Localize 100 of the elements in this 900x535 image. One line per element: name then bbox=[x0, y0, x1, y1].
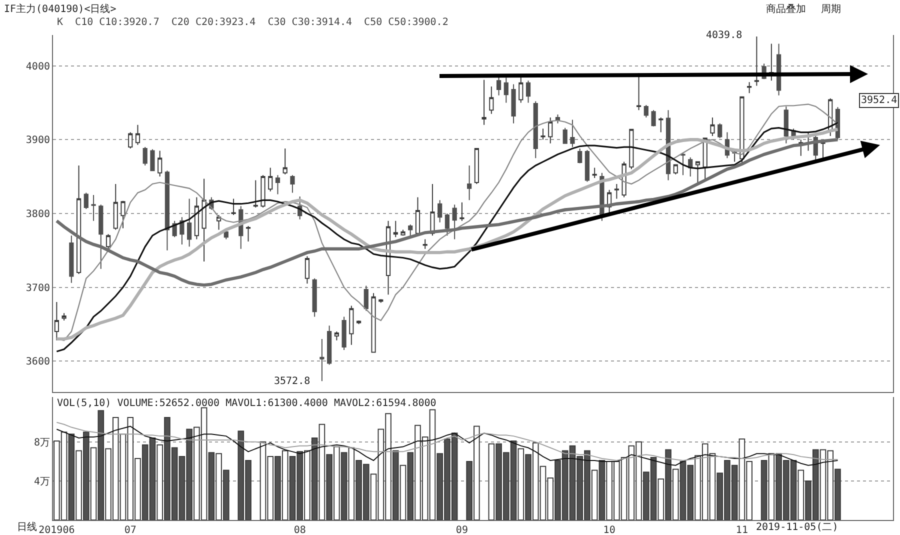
candlestick bbox=[540, 128, 546, 140]
y-tick-label: 8万 bbox=[34, 437, 50, 448]
candlestick bbox=[84, 192, 88, 210]
candlestick bbox=[430, 183, 435, 236]
candlestick bbox=[533, 100, 538, 159]
candlestick bbox=[69, 235, 74, 284]
y-tick-label: 3800 bbox=[26, 208, 50, 220]
y-tick-label: 4万 bbox=[34, 476, 50, 488]
candlestick bbox=[408, 224, 413, 236]
candlestick bbox=[158, 150, 162, 178]
candlestick bbox=[187, 198, 192, 248]
annotation: 3572.8 bbox=[274, 376, 310, 387]
candlestick bbox=[482, 79, 486, 126]
candlestick bbox=[570, 119, 575, 148]
candlestick bbox=[614, 183, 619, 200]
candlestick bbox=[798, 139, 804, 156]
candlestick bbox=[422, 238, 428, 250]
candlestick bbox=[356, 320, 362, 325]
candlestick bbox=[202, 178, 206, 262]
text: 商品叠加 bbox=[766, 3, 806, 15]
candlestick bbox=[548, 117, 553, 144]
candlestick bbox=[128, 132, 133, 150]
candlestick bbox=[629, 128, 634, 170]
candlestick bbox=[644, 104, 648, 118]
candlestick bbox=[260, 174, 266, 208]
candlestick bbox=[378, 298, 384, 304]
candlestick bbox=[651, 110, 656, 127]
x-tick-label: 201906 bbox=[38, 525, 75, 535]
candlestick bbox=[444, 212, 450, 236]
candlestick bbox=[474, 148, 479, 184]
annotation: 3952.4 bbox=[861, 95, 898, 106]
candlestick bbox=[334, 331, 339, 341]
candlestick bbox=[231, 198, 236, 216]
y-tick-label: 3700 bbox=[26, 282, 50, 294]
candlestick bbox=[290, 174, 295, 194]
x-tick-label: 08 bbox=[294, 525, 306, 535]
candlestick bbox=[282, 148, 288, 175]
candlestick bbox=[135, 124, 140, 146]
candlestick bbox=[578, 148, 582, 164]
candlestick bbox=[275, 174, 280, 195]
candlestick bbox=[54, 302, 59, 341]
candlestick bbox=[710, 117, 715, 136]
x-tick-label: 10 bbox=[603, 525, 616, 535]
candlestick bbox=[364, 285, 368, 312]
candlestick bbox=[327, 325, 332, 366]
candlestick bbox=[718, 122, 722, 139]
candlestick bbox=[304, 256, 310, 284]
candlestick bbox=[253, 180, 258, 208]
candlestick bbox=[511, 84, 516, 124]
candlestick bbox=[120, 200, 126, 229]
text: 日线 bbox=[17, 521, 37, 533]
candlestick bbox=[489, 86, 494, 114]
candlestick bbox=[460, 202, 464, 222]
candlestick bbox=[312, 278, 317, 318]
candlestick bbox=[754, 36, 759, 86]
chart-subtitle: K C10 C10:3920.7 C20 C20:3923.4 C30 C30:3914.4 C50 C50:3900.2 bbox=[57, 17, 448, 28]
candlestick bbox=[695, 161, 700, 184]
chart-title: VOL(5,10) VOLUME:52652.0000 MAVOL1:61300.4000 MAVOL2:61594.8000 bbox=[57, 398, 436, 409]
candlestick bbox=[393, 220, 398, 238]
candlestick bbox=[769, 43, 774, 82]
candlestick bbox=[371, 292, 376, 353]
candlestick bbox=[467, 164, 472, 201]
candlestick bbox=[452, 204, 457, 240]
candlestick bbox=[62, 312, 66, 321]
candlestick bbox=[268, 167, 273, 192]
candlestick bbox=[504, 77, 508, 104]
annotation: 4039.8 bbox=[706, 30, 742, 41]
candlestick bbox=[526, 80, 531, 104]
candlestick bbox=[320, 338, 324, 382]
candlestick bbox=[194, 196, 199, 240]
candlestick bbox=[673, 164, 678, 175]
candlestick bbox=[106, 234, 111, 250]
candlestick bbox=[747, 82, 752, 94]
candlestick bbox=[246, 226, 251, 242]
candlestick bbox=[784, 106, 788, 144]
candlestick bbox=[142, 146, 148, 166]
x-tick-label: 07 bbox=[124, 525, 136, 535]
candlestick bbox=[518, 76, 524, 104]
candlestick bbox=[740, 96, 744, 166]
candlestick bbox=[113, 183, 118, 230]
candlestick bbox=[658, 117, 664, 133]
candlestick bbox=[415, 196, 420, 236]
y-tick-label: 4000 bbox=[26, 61, 50, 72]
x-tick-label: 11 bbox=[736, 525, 748, 535]
candlestick bbox=[216, 214, 222, 230]
candlestick bbox=[76, 164, 82, 274]
candlestick bbox=[820, 140, 826, 159]
text: 周期 bbox=[821, 3, 841, 15]
candlestick bbox=[584, 149, 590, 182]
candlestick bbox=[98, 204, 104, 270]
line-series bbox=[56, 426, 838, 466]
y-tick-label: 3900 bbox=[26, 135, 50, 146]
text: 2019-11-05(二) bbox=[756, 522, 838, 533]
y-tick-label: 3600 bbox=[26, 356, 50, 368]
x-tick-label: 09 bbox=[456, 525, 468, 535]
candlestick bbox=[180, 216, 184, 245]
candlestick bbox=[349, 305, 354, 346]
candlestick bbox=[150, 148, 155, 172]
candlestick bbox=[400, 229, 406, 236]
candlestick bbox=[562, 127, 568, 144]
